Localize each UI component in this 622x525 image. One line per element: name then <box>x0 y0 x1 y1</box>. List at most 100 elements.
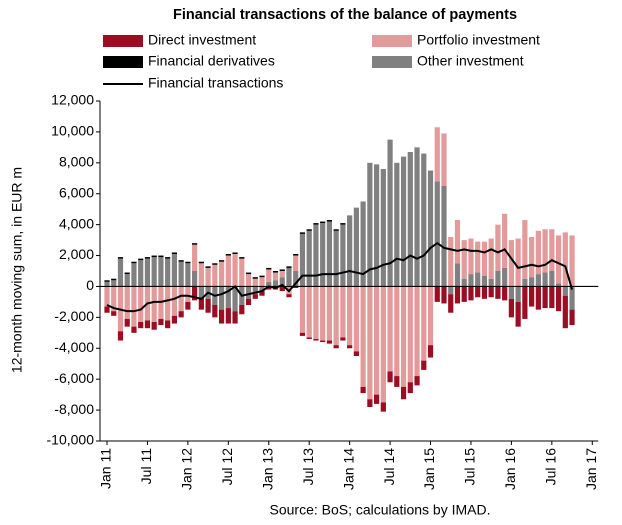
bar <box>313 223 319 225</box>
bar <box>252 294 258 299</box>
bar <box>165 257 171 259</box>
bar <box>400 286 407 387</box>
bar <box>414 286 420 377</box>
bar <box>461 286 467 302</box>
bar <box>158 257 164 287</box>
bar <box>549 271 555 287</box>
legend-label: Direct investment <box>148 32 256 48</box>
bar <box>151 286 157 322</box>
bar <box>454 286 461 304</box>
bar <box>320 223 326 287</box>
bar <box>562 295 568 329</box>
bar <box>286 266 292 268</box>
bar <box>333 345 339 349</box>
bar <box>165 320 171 329</box>
bar <box>279 277 285 287</box>
bar <box>421 153 427 287</box>
bar <box>232 254 238 287</box>
bar <box>353 351 359 356</box>
bar <box>131 261 137 264</box>
bar <box>293 255 299 271</box>
bar <box>185 261 191 264</box>
bar <box>299 233 306 287</box>
bar <box>414 376 420 386</box>
bar <box>245 272 252 275</box>
bar <box>198 286 204 298</box>
bar <box>117 331 124 341</box>
bar <box>178 286 184 312</box>
legend-label: Financial derivatives <box>148 53 275 69</box>
y-tick-label: 12,000 <box>51 92 94 108</box>
bar <box>529 286 535 307</box>
bar <box>340 337 346 341</box>
bar <box>441 186 447 287</box>
bar <box>555 286 562 312</box>
bar <box>367 162 373 287</box>
bar <box>495 286 501 299</box>
bar <box>326 221 333 287</box>
bar <box>481 286 488 299</box>
bar <box>367 399 373 407</box>
bar <box>380 402 386 412</box>
x-tick-label: Jan 13 <box>259 448 275 490</box>
bar <box>394 286 400 377</box>
legend-swatch <box>103 56 143 68</box>
bar <box>138 258 144 261</box>
bar <box>380 169 386 287</box>
y-tick-label: -4,000 <box>54 339 94 355</box>
bar <box>192 271 198 287</box>
y-tick-label: -6,000 <box>54 370 94 386</box>
legend-swatch <box>103 35 143 47</box>
bar <box>205 298 211 313</box>
bar <box>245 298 252 305</box>
bar <box>198 297 204 310</box>
bar <box>171 254 177 287</box>
bar <box>124 286 130 319</box>
bar <box>508 298 514 318</box>
x-tick-label: Jul 14 <box>381 448 397 486</box>
bar <box>529 277 535 287</box>
x-tick-label: Jul 11 <box>138 448 154 485</box>
y-tick-label: 2,000 <box>59 246 94 262</box>
bar <box>374 394 380 404</box>
y-tick-label: 8,000 <box>59 154 94 170</box>
bar <box>299 332 306 336</box>
bar <box>252 277 258 279</box>
bar <box>421 360 427 370</box>
bar <box>522 220 528 279</box>
bar <box>232 311 238 324</box>
bar <box>549 229 555 271</box>
bar <box>333 286 339 346</box>
bar <box>299 232 306 234</box>
bar <box>441 133 447 186</box>
chart-title: Financial transactions of the balance of… <box>173 7 517 23</box>
bar <box>218 261 225 287</box>
bar <box>225 308 231 324</box>
bar <box>286 267 292 287</box>
bar <box>225 254 231 256</box>
bar <box>387 286 393 372</box>
bar <box>293 254 299 256</box>
bar <box>306 337 312 339</box>
bar <box>279 286 285 292</box>
bar <box>192 244 198 271</box>
bar <box>266 281 272 287</box>
bar <box>333 230 339 287</box>
bar <box>481 275 488 287</box>
bar <box>286 294 292 298</box>
bar <box>205 266 211 268</box>
bar <box>131 263 137 287</box>
bar <box>508 240 514 287</box>
bar <box>232 252 238 254</box>
bar <box>117 258 124 287</box>
bar <box>178 311 184 318</box>
x-tick-label: Jul 15 <box>462 448 478 486</box>
bar <box>481 241 488 276</box>
bar <box>340 223 346 225</box>
bar <box>306 230 312 287</box>
bar <box>353 286 359 352</box>
bar <box>360 386 366 394</box>
bar <box>306 286 312 338</box>
bar <box>272 271 279 273</box>
bar <box>454 263 461 287</box>
